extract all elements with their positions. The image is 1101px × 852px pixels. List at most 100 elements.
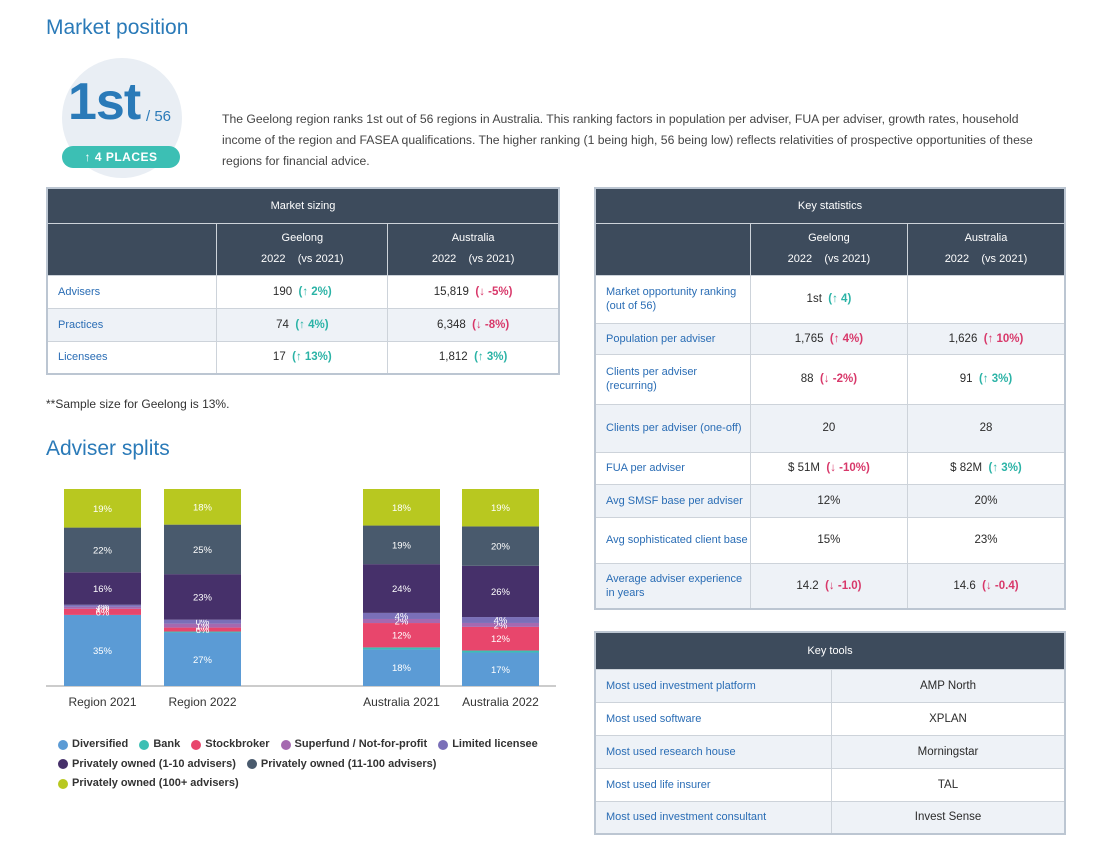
australia-value: 1,626 (↑ 10%) [906, 322, 1066, 355]
data-label: 23% [193, 592, 213, 603]
col-name: Geelong [281, 232, 324, 244]
bar-segment [363, 649, 440, 686]
row-label: FUA per adviser [594, 451, 751, 485]
key-statistics-table: Key statistics Geelong 2022 (vs 2021) Au… [594, 187, 1066, 610]
legend-item: Privately owned (11-100 advisers) [246, 756, 436, 773]
col-header-australia: Australia 2022 (vs 2021) [387, 222, 560, 276]
data-label: 24% [392, 584, 412, 595]
bar-segment [462, 622, 539, 627]
bar-segment [64, 606, 141, 609]
bar-segment [164, 489, 241, 525]
bar-segment [64, 527, 141, 573]
adviser-splits-chart: 35%6%1%3%16%22%19%Region 202127%6%1%0%23… [46, 489, 556, 709]
table-row: Most used life insurer TAL [594, 767, 1066, 802]
table-row: Clients per adviser (recurring) 88 (↓ -2… [594, 353, 1066, 405]
geelong-value: 1st (↑ 4) [749, 274, 908, 324]
chart-legend: Diversified Bank Stockbroker Superfund /… [58, 736, 578, 795]
australia-value: 15,819 (↓ -5%) [387, 274, 560, 309]
geelong-value: 14.2 (↓ -1.0) [749, 562, 908, 610]
bar-segment [164, 627, 241, 632]
sample-size-note: **Sample size for Geelong is 13%. [46, 397, 230, 411]
data-label: 6% [196, 625, 210, 636]
data-label: 35% [93, 646, 113, 657]
tool-value: Invest Sense [831, 800, 1066, 835]
rank-total: / 56 [146, 108, 172, 125]
legend-dot [191, 739, 202, 750]
bar-segment [462, 489, 539, 527]
row-label: Most used life insurer [594, 767, 832, 802]
category-label: Region 2021 [68, 695, 136, 709]
bar-segment [363, 623, 440, 648]
bar-segment [64, 489, 141, 528]
bars-group: 35%6%1%3%16%22%19%Region 202127%6%1%0%23… [64, 489, 539, 709]
data-label: 20% [491, 542, 511, 553]
row-label: Average adviser experience in years [594, 562, 751, 610]
key-statistics-title: Key statistics [594, 187, 1066, 224]
data-label: 3% [96, 601, 110, 612]
geelong-value: 15% [749, 516, 908, 564]
geelong-value: 20 [749, 403, 908, 453]
geelong-value: 17 (↑ 13%) [216, 340, 389, 375]
data-label: 27% [193, 655, 213, 666]
row-label: Practices [46, 307, 218, 342]
market-sizing-title: Market sizing [46, 187, 560, 224]
col-header-geelong: Geelong 2022 (vs 2021) [216, 222, 389, 276]
geelong-value: 190 (↑ 2%) [216, 274, 389, 309]
data-label: 17% [491, 665, 511, 676]
bar-segment [363, 564, 440, 613]
geelong-value: $ 51M (↓ -10%) [749, 451, 908, 485]
bar-segment [462, 626, 539, 651]
table-row: Most used investment platform AMP North [594, 668, 1066, 703]
data-label: 18% [392, 503, 412, 514]
australia-value: 28 [906, 403, 1066, 453]
row-label: Market opportunity ranking (out of 56) [594, 274, 751, 324]
legend-dot [58, 759, 68, 769]
col-header-australia: Australia 2022 (vs 2021) [906, 222, 1066, 276]
australia-value: $ 82M (↑ 3%) [906, 451, 1066, 485]
bar-segment [164, 632, 241, 686]
data-label: 2% [494, 620, 508, 631]
legend-item: Bank [139, 736, 180, 753]
legend-item: Diversified [58, 736, 128, 753]
table-row: Practices 74 (↑ 4%) 6,348 (↓ -8%) [46, 307, 560, 342]
bar-segment [363, 647, 440, 650]
bar-segment [462, 526, 539, 566]
data-label: 19% [392, 540, 412, 551]
tool-value: AMP North [831, 668, 1066, 703]
row-label: Clients per adviser (recurring) [594, 353, 751, 405]
legend-item: Superfund / Not-for-profit [280, 736, 427, 753]
geelong-value: 1,765 (↑ 4%) [749, 322, 908, 355]
data-label: 4% [395, 611, 409, 622]
table-row: Advisers 190 (↑ 2%) 15,819 (↓ -5%) [46, 274, 560, 309]
bar-segment [164, 619, 241, 624]
key-tools-table: Key tools Most used investment platform … [594, 631, 1066, 835]
data-label: 2% [395, 617, 409, 628]
bar-segment [462, 565, 539, 618]
australia-value: 14.6 (↓ -0.4) [906, 562, 1066, 610]
bar-segment [363, 612, 440, 619]
key-tools-title: Key tools [594, 631, 1066, 670]
data-label: 4% [494, 616, 508, 627]
geelong-value: 88 (↓ -2%) [749, 353, 908, 405]
row-label: Avg sophisticated client base [594, 516, 751, 564]
category-label: Region 2022 [168, 695, 236, 709]
data-label: 1% [96, 603, 110, 614]
category-label: Australia 2022 [462, 695, 539, 709]
data-label: 25% [193, 545, 213, 556]
bar-segment [462, 617, 539, 623]
table-row: Average adviser experience in years 14.2… [594, 562, 1066, 610]
legend-dot [438, 739, 449, 750]
bar-segment [164, 623, 241, 628]
data-label: 19% [491, 503, 511, 514]
table-row: FUA per adviser $ 51M (↓ -10%) $ 82M (↑ … [594, 451, 1066, 485]
bar-segment [363, 618, 440, 624]
australia-value: 1,812 (↑ 3%) [387, 340, 560, 375]
adviser-splits-title: Adviser splits [46, 437, 170, 460]
legend-dot [58, 739, 68, 750]
legend-item: Privately owned (1-10 advisers) [58, 756, 236, 773]
legend-dot [58, 778, 68, 789]
table-row: Population per adviser 1,765 (↑ 4%) 1,62… [594, 322, 1066, 355]
australia-value: 6,348 (↓ -8%) [387, 307, 560, 342]
col-sub: 2022 (vs 2021) [431, 253, 515, 265]
row-label: Avg SMSF base per adviser [594, 483, 751, 518]
